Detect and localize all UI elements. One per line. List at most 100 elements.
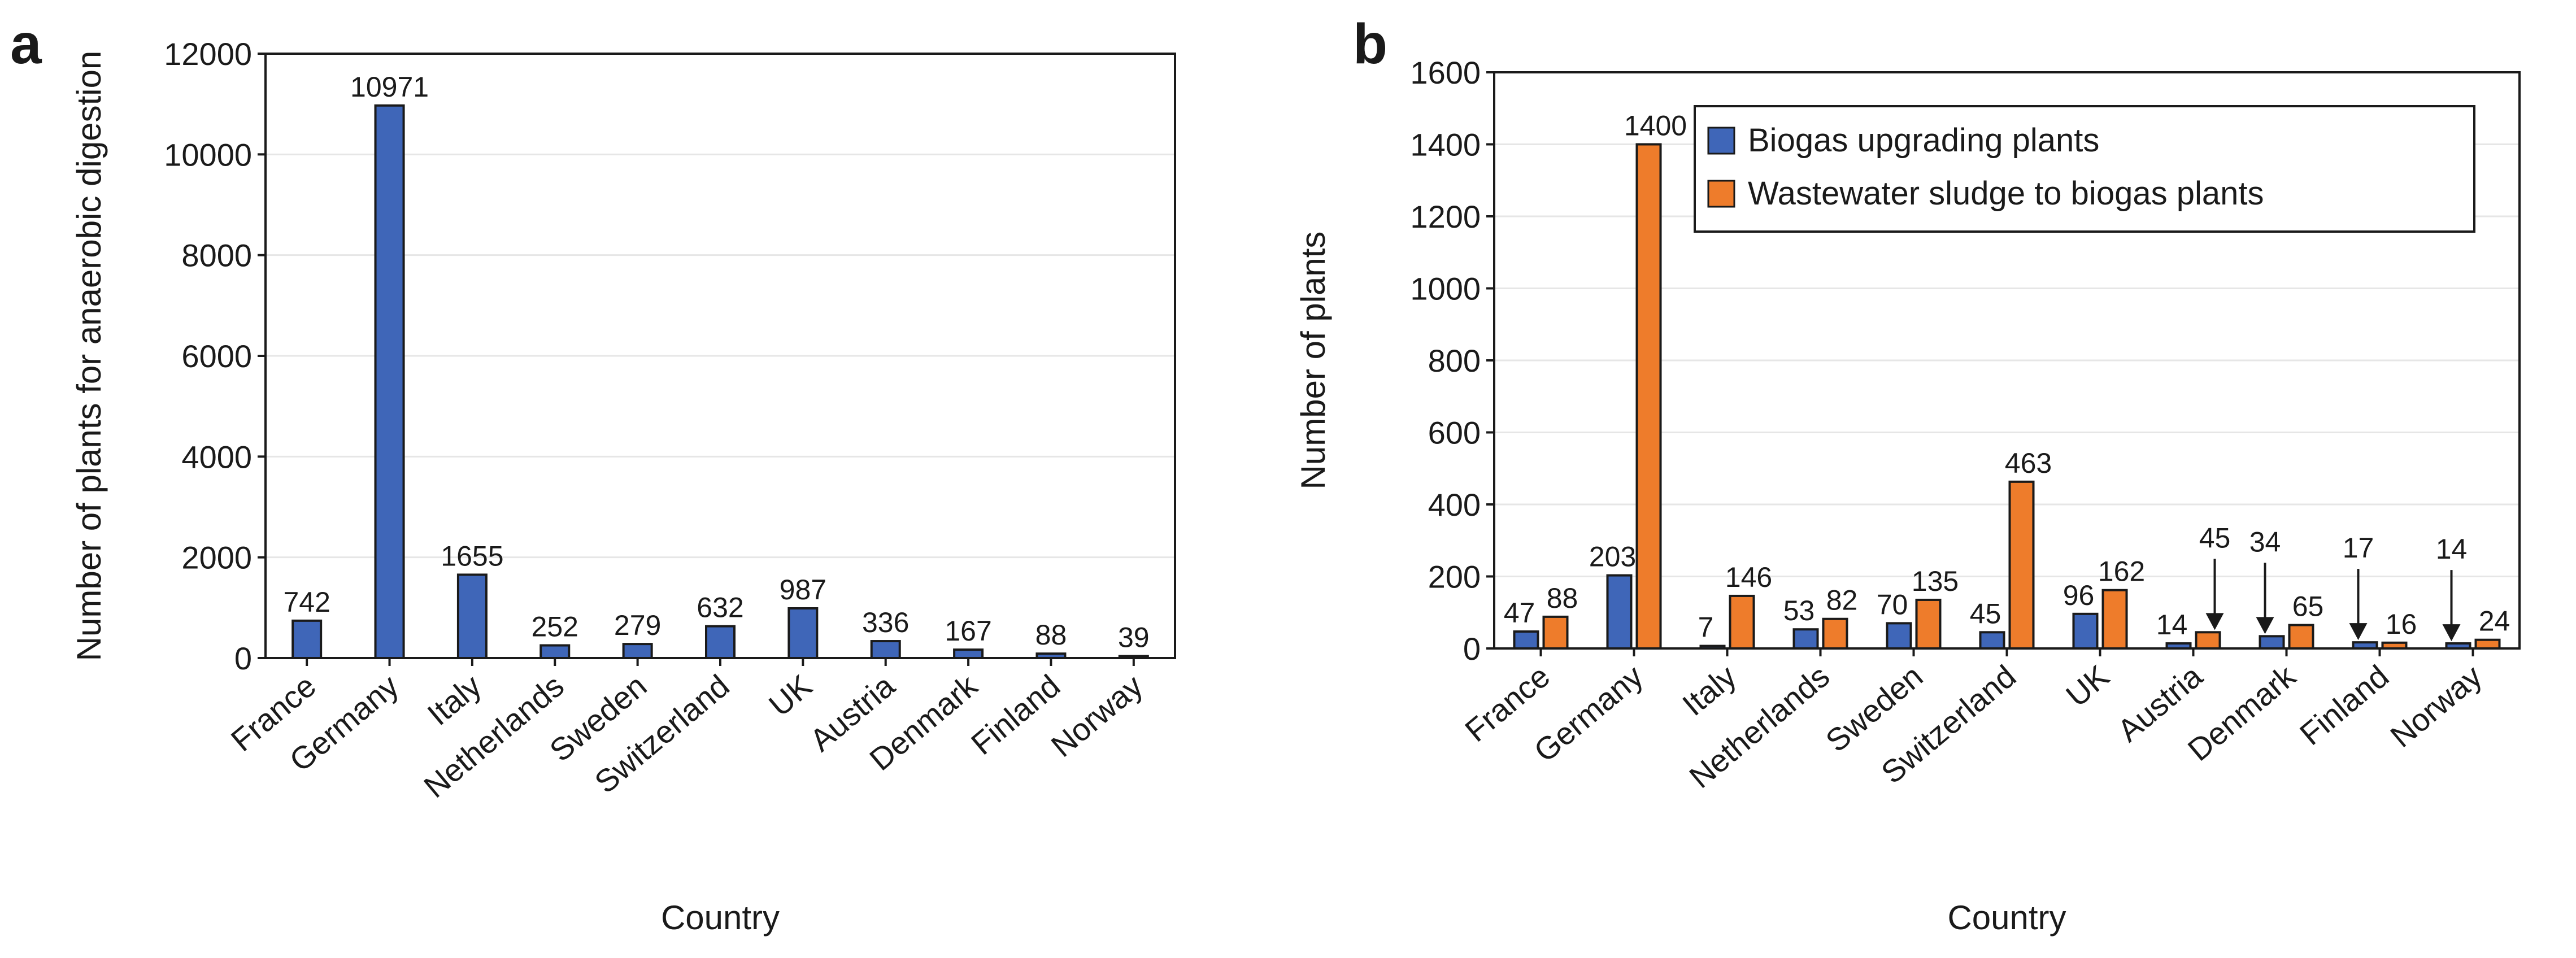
data-label-norway-s1: 24 <box>2479 606 2510 637</box>
data-label-france-s1: 88 <box>1547 582 1578 614</box>
chart-b-y-axis-title: Number of plants <box>1294 232 1332 490</box>
data-label-uk: 987 <box>780 574 826 606</box>
bar-austria-s1 <box>2195 631 2221 650</box>
chart-b: 47 203 7 53 70 45 96 14 34 17 14 88 1400 146 82 135 463 1… <box>1294 55 2521 937</box>
data-label-finland: 88 <box>1035 619 1067 651</box>
data-label-netherlands-s1: 82 <box>1826 585 1858 616</box>
y-tick-label: 0 <box>234 641 252 676</box>
data-label-uk-s1: 162 <box>2098 556 2145 587</box>
bar-uk-s0 <box>2072 612 2099 650</box>
data-label-denmark-s1: 65 <box>2292 591 2324 622</box>
chart-a-gridlines <box>266 153 1175 559</box>
data-label-italy-s1: 146 <box>1725 561 1772 593</box>
data-label-sweden: 279 <box>614 609 661 641</box>
data-label-germany: 10971 <box>350 71 429 103</box>
x-tick-label-norway: Norway <box>2383 658 2488 754</box>
y-tick-label: 4000 <box>181 439 252 474</box>
y-tick-label: 0 <box>1463 631 1481 667</box>
arrow-head-austria <box>2205 613 2224 630</box>
bar-austria <box>870 640 901 660</box>
data-label-norway: 39 <box>1118 622 1150 654</box>
data-label-sweden-s0: 70 <box>1877 589 1908 620</box>
data-label-austria-s1: 45 <box>2199 522 2231 554</box>
x-tick-label-finland: Finland <box>964 668 1067 761</box>
bar-denmark <box>953 648 984 659</box>
data-label-france-s0: 47 <box>1504 597 1535 629</box>
x-tick-label-italy: Italy <box>1676 658 1743 722</box>
bar-france <box>291 619 323 660</box>
chart-b-x-axis-title: Country <box>1947 899 2066 937</box>
data-label-norway-s0: 14 <box>2436 533 2468 565</box>
data-label-denmark-s0: 34 <box>2249 526 2281 558</box>
bar-italy-s1 <box>1729 594 1755 650</box>
data-label-switzerland: 632 <box>697 592 743 624</box>
bar-sweden-s1 <box>1915 598 1942 650</box>
arrow-head-denmark <box>2256 617 2274 634</box>
chart-a-data-labels: 742 10971 1655 252 279 632 987 336 167 88 39 <box>283 71 1149 654</box>
panel-a-letter: a <box>10 12 42 76</box>
chart-b-plot-frame <box>1493 71 2521 650</box>
bar-denmark-s1 <box>2288 624 2314 650</box>
data-label-uk-s0: 96 <box>2063 580 2095 611</box>
bar-netherlands-s0 <box>1792 628 1819 650</box>
bar-netherlands <box>539 644 571 660</box>
chart-a-y-axis-title: Number of plants for anaerobic digestion <box>70 51 108 661</box>
bar-uk-s1 <box>2101 589 2128 650</box>
y-tick-label: 1000 <box>1410 271 1481 307</box>
chart-a-bars <box>291 104 1149 660</box>
data-label-germany-s1: 1400 <box>1624 110 1687 142</box>
chart-a-plot-frame <box>264 53 1176 659</box>
data-label-denmark: 167 <box>945 615 991 647</box>
data-label-finland-s1: 16 <box>2386 608 2417 640</box>
x-tick-label-uk: UK <box>2059 658 2116 713</box>
panel-b-letter: b <box>1353 12 1387 76</box>
bar-switzerland-s0 <box>1979 631 2005 650</box>
bar-italy <box>456 573 488 659</box>
data-label-italy-s0: 7 <box>1698 612 1714 643</box>
y-tick-label: 10000 <box>164 137 252 172</box>
arrow-head-norway <box>2442 624 2461 642</box>
chart-b-bars <box>1513 143 2501 650</box>
chart-b-legend: Biogas upgrading plants Wastewater sludg… <box>1694 105 2475 233</box>
data-label-france: 742 <box>283 586 330 618</box>
data-label-finland-s0: 17 <box>2343 532 2374 564</box>
data-label-switzerland-s0: 45 <box>1970 598 2001 629</box>
y-tick-label: 400 <box>1428 487 1481 522</box>
bar-france-s0 <box>1513 630 1539 650</box>
bar-uk <box>787 607 819 660</box>
y-tick-label: 12000 <box>164 36 252 72</box>
y-tick-label: 8000 <box>181 238 252 273</box>
y-tick-label: 1400 <box>1410 127 1481 163</box>
y-tick-label: 600 <box>1428 415 1481 451</box>
chart-b-annotation-arrows <box>2205 559 2461 642</box>
bar-denmark-s0 <box>2259 635 2285 650</box>
bar-switzerland-s1 <box>2008 480 2035 650</box>
legend-swatch-wastewater-sludge <box>1707 180 1735 208</box>
x-tick-label-uk: UK <box>762 668 819 723</box>
chart-b-y-ticks: 0 200 400 600 800 1000 1200 1400 1600 <box>1410 55 1494 667</box>
data-label-netherlands: 252 <box>532 611 578 643</box>
data-label-austria: 336 <box>862 607 909 638</box>
chart-b-data-labels: 47 203 7 53 70 45 96 14 34 17 14 88 1400 146 82 135 463 1… <box>1504 110 2510 643</box>
y-tick-label: 6000 <box>181 338 252 374</box>
legend-swatch-biogas-upgrading <box>1707 127 1735 155</box>
legend-label-biogas-upgrading: Biogas upgrading plants <box>1748 122 2099 159</box>
x-tick-label-italy: Italy <box>420 668 488 732</box>
bar-norway-s1 <box>2474 638 2501 650</box>
x-tick-label-finland: Finland <box>2293 658 2395 752</box>
data-label-sweden-s1: 135 <box>1912 565 1959 597</box>
chart-a-x-axis-title: Country <box>661 899 780 937</box>
y-tick-label: 2000 <box>181 540 252 576</box>
arrow-head-finland <box>2349 623 2368 641</box>
chart-a-y-ticks: 0 2000 4000 6000 8000 10000 12000 <box>164 36 266 676</box>
data-label-netherlands-s0: 53 <box>1783 595 1815 626</box>
data-label-italy: 1655 <box>441 540 503 572</box>
chart-a: 742 10971 1655 252 279 632 987 336 167 88 39 0 2000… <box>70 36 1176 937</box>
bar-sweden-s0 <box>1886 622 1912 650</box>
y-tick-label: 200 <box>1428 559 1481 595</box>
bar-germany-s1 <box>1635 143 1662 650</box>
bar-switzerland <box>705 625 736 659</box>
